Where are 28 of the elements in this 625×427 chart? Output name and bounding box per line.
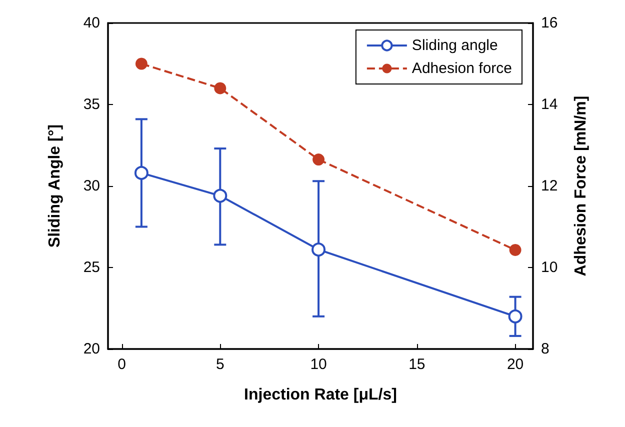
- legend-label: Adhesion force: [412, 60, 512, 77]
- point: [135, 58, 148, 70]
- point: [213, 188, 228, 203]
- x-tick-label: 10: [310, 356, 327, 373]
- point: [214, 82, 226, 94]
- point: [312, 154, 325, 166]
- y2-tick-label: 14: [541, 96, 558, 113]
- y-tick-label: 40: [83, 14, 100, 32]
- x-tick-label: 20: [506, 356, 524, 373]
- point: [509, 244, 522, 256]
- y-tick-label: 30: [83, 178, 100, 194]
- y-tick-label: 20: [83, 340, 100, 358]
- y2-tick-label: 12: [541, 178, 558, 194]
- legend-label: Sliding angle: [412, 37, 498, 54]
- point: [508, 309, 522, 324]
- point: [134, 166, 148, 180]
- y2-tick-label: 8: [541, 340, 550, 358]
- y-tick-label: 25: [83, 259, 100, 276]
- x-tick-label: 5: [216, 356, 224, 373]
- y2-axis-title: Adhesion Force [mN/m]: [572, 96, 590, 276]
- y2-tick-label: 10: [541, 259, 558, 276]
- y-tick-label: 35: [83, 96, 100, 113]
- x-tick-label: 0: [118, 356, 126, 373]
- point: [312, 242, 326, 257]
- y2-tick-label: 16: [541, 14, 558, 32]
- y-axis-title: Sliding Angle [°]: [46, 124, 64, 248]
- x-tick-label: 15: [408, 356, 426, 373]
- x-axis-title: Injection Rate [μL/s]: [244, 386, 397, 404]
